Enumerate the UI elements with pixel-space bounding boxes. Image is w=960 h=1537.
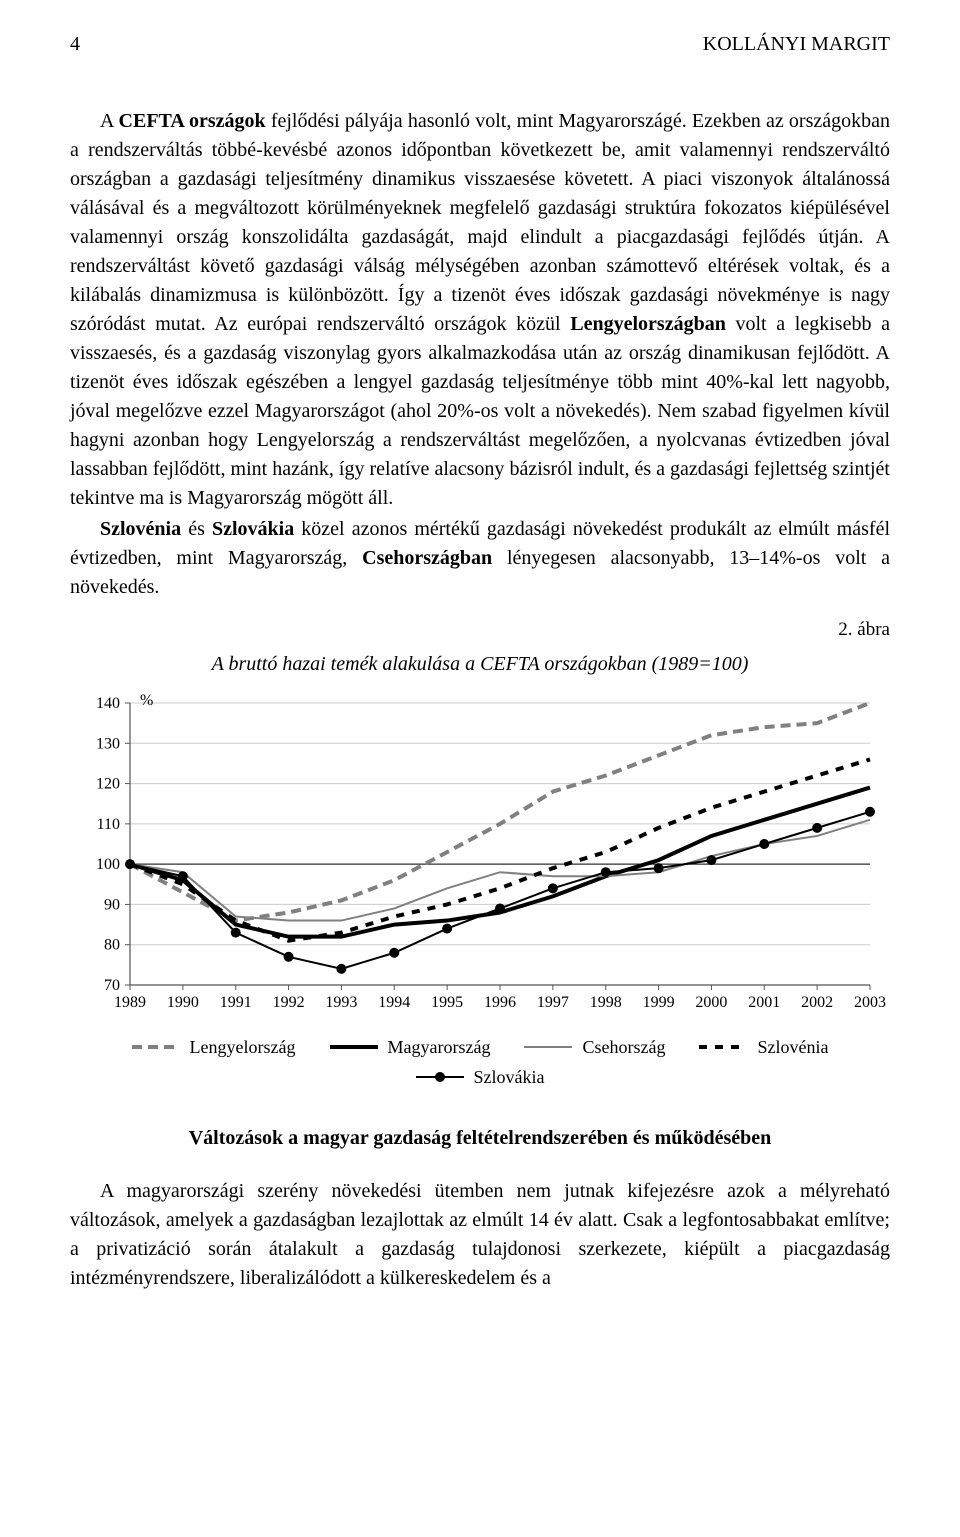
chart-legend: Lengyelország Magyarország Csehország Szlov… [70,1034,890,1090]
svg-text:2000: 2000 [695,994,727,1011]
legend-item: Szlovénia [699,1034,828,1060]
svg-text:1994: 1994 [378,994,410,1011]
page-author: KOLLÁNYI MARGIT [703,30,890,59]
svg-text:1995: 1995 [431,994,463,1011]
figure-label: 2. ábra [838,616,890,644]
svg-text:2001: 2001 [748,994,780,1011]
paragraph-2: Szlovénia és Szlovákia közel azonos mért… [70,515,890,602]
legend-item: Szlovákia [416,1064,545,1090]
svg-text:120: 120 [96,775,120,792]
gdp-chart: 70 80 90 100 110 120 130 140% 1989 1990 1991 1992 19… [70,685,890,1024]
svg-text:1989: 1989 [114,994,146,1011]
paragraph-1: A CEFTA országok fejlődési pályája hason… [70,107,890,513]
legend-item: Csehország [524,1034,665,1060]
legend-label: Szlovénia [757,1034,828,1060]
svg-text:110: 110 [97,815,120,832]
svg-text:1999: 1999 [643,994,675,1011]
svg-text:80: 80 [104,936,120,953]
svg-text:2002: 2002 [801,994,833,1011]
svg-text:1992: 1992 [273,994,305,1011]
legend-label: Magyarország [388,1034,491,1060]
svg-text:90: 90 [104,896,120,913]
svg-text:1998: 1998 [590,994,622,1011]
legend-item: Lengyelország [132,1034,296,1060]
legend-item: Magyarország [330,1034,491,1060]
legend-label: Csehország [582,1034,665,1060]
svg-text:2003: 2003 [854,994,886,1011]
section-title: Változások a magyar gazdaság feltételren… [70,1124,890,1153]
svg-text:1993: 1993 [325,994,357,1011]
svg-text:140: 140 [96,695,120,712]
paragraph-3: A magyarországi szerény növekedési ütemb… [70,1177,890,1293]
svg-text:1997: 1997 [537,994,569,1011]
svg-text:70: 70 [104,977,120,994]
svg-text:100: 100 [96,856,120,873]
legend-label: Lengyelország [190,1034,296,1060]
page-number: 4 [70,30,80,59]
svg-text:1996: 1996 [484,994,516,1011]
svg-text:130: 130 [96,735,120,752]
chart-title: A bruttó hazai temék alakulása a CEFTA o… [70,650,890,679]
figure-label-row: 2. ábra [70,616,890,644]
legend-label: Szlovákia [474,1064,545,1090]
svg-text:%: % [140,692,153,709]
page-header: 4 KOLLÁNYI MARGIT [70,30,890,59]
svg-text:1991: 1991 [220,994,252,1011]
svg-text:1990: 1990 [167,994,199,1011]
